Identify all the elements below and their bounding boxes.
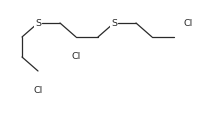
Text: Cl: Cl: [71, 52, 81, 60]
Text: Cl: Cl: [184, 19, 193, 28]
Text: Cl: Cl: [33, 85, 43, 94]
Text: S: S: [35, 19, 41, 28]
Text: S: S: [111, 19, 117, 28]
